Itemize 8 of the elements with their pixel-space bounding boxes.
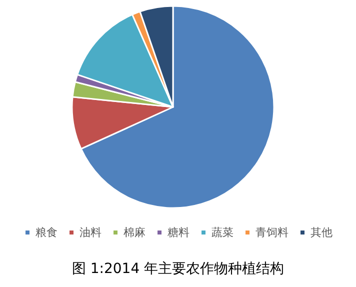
legend-label: 其他 <box>310 226 332 239</box>
legend-label: 油料 <box>80 226 102 239</box>
legend-label: 棉麻 <box>124 226 146 239</box>
legend-label: 蔬菜 <box>212 226 234 239</box>
legend-label: 青饲料 <box>256 226 288 239</box>
text: 图 1:2014 年主要农作物种植结构 <box>72 261 284 277</box>
legend-label: 粮食 <box>36 226 58 239</box>
legend-label: 糖料 <box>168 226 190 239</box>
